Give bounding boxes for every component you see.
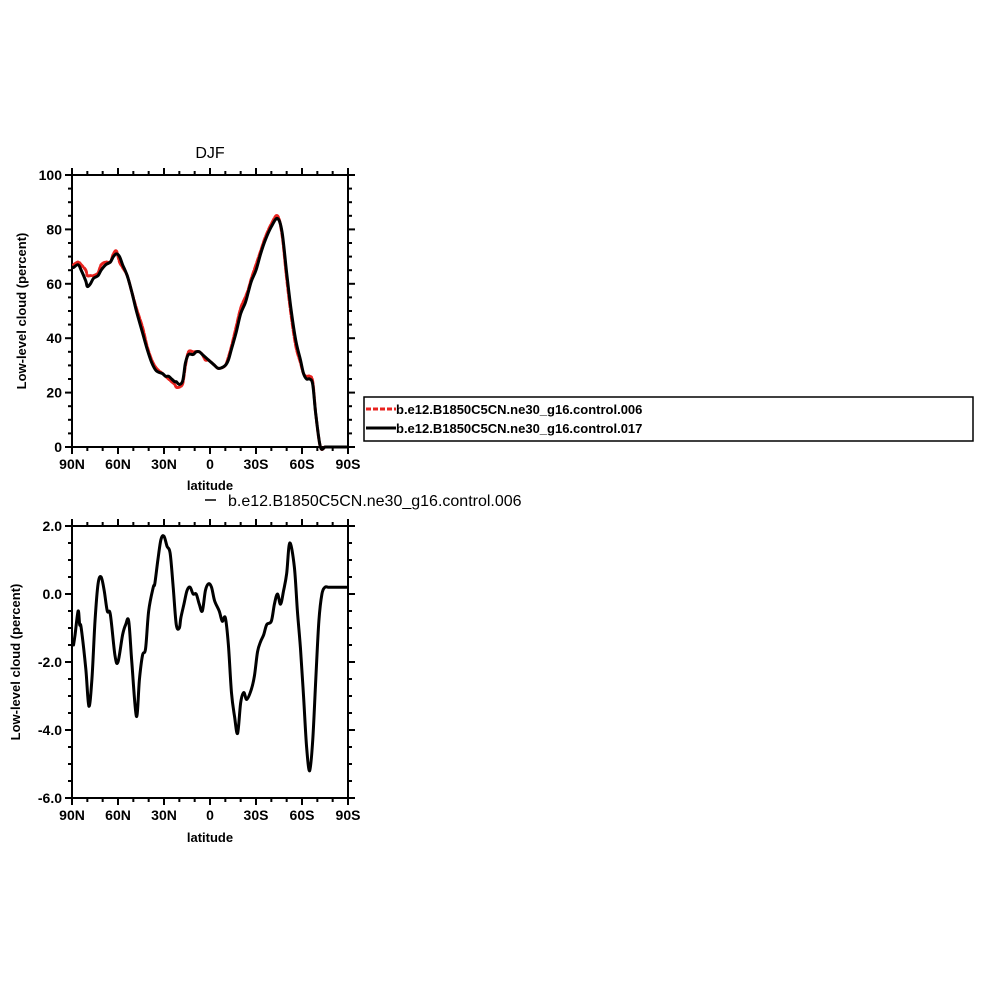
top-plot-y-tick-label: 100 bbox=[39, 167, 63, 183]
legend-box bbox=[363, 396, 974, 442]
bottom-plot-title: b.e12.B1850C5CN.ne30_g16.control.006 bbox=[228, 493, 522, 510]
top-plot-x-tick-label: 30S bbox=[244, 456, 269, 472]
top-plot-x-tick-label: 0 bbox=[206, 456, 214, 472]
top-plot-xlabel: latitude bbox=[187, 478, 233, 493]
bottom-plot-x-tick-label: 30S bbox=[244, 807, 269, 823]
bottom-plot-y-tick-label: -4.0 bbox=[38, 722, 62, 738]
bottom-plot-ylabel: Low-level cloud (percent) bbox=[8, 584, 23, 741]
top-plot-title: DJF bbox=[195, 145, 225, 162]
top-plot-ticks: 90N 60N 30N 0 30S 60S 90S 0 20 40 60 80 100 bbox=[39, 167, 361, 472]
top-plot-frame bbox=[71, 174, 349, 448]
top-plot-x-tick-label: 60N bbox=[105, 456, 131, 472]
legend-entry-006: b.e12.B1850C5CN.ne30_g16.control.006 bbox=[396, 402, 642, 417]
top-plot-x-tick-label: 90N bbox=[59, 456, 85, 472]
top-plot: DJF 90N 60N 30N 0 30S 60S 90S 0 20 40 60 80 100 lati… bbox=[14, 145, 360, 493]
bottom-plot: b.e12.B1850C5CN.ne30_g16.control.006 90N… bbox=[8, 493, 522, 845]
bottom-plot-x-tick-label: 60S bbox=[290, 807, 315, 823]
bottom-plot-y-tick-label: 0.0 bbox=[43, 586, 63, 602]
bottom-plot-series bbox=[72, 534, 348, 773]
top-plot-y-tick-label: 0 bbox=[54, 439, 62, 455]
top-plot-series bbox=[72, 213, 348, 451]
bottom-plot-x-tick-label: 60N bbox=[105, 807, 131, 823]
top-plot-x-tick-label: 90S bbox=[336, 456, 361, 472]
bottom-plot-y-tick-label: -6.0 bbox=[38, 790, 62, 806]
top-plot-series-line-1 bbox=[72, 216, 348, 451]
bottom-plot-x-tick-label: 30N bbox=[151, 807, 177, 823]
bottom-plot-y-tick-label: -2.0 bbox=[38, 654, 62, 670]
bottom-plot-series-line-0 bbox=[72, 534, 348, 773]
top-plot-y-tick-label: 60 bbox=[46, 276, 62, 292]
top-plot-series-line-0 bbox=[72, 213, 348, 451]
bottom-plot-x-tick-label: 0 bbox=[206, 807, 214, 823]
top-plot-y-tick-label: 40 bbox=[46, 330, 62, 346]
top-plot-ylabel: Low-level cloud (percent) bbox=[14, 233, 29, 390]
legend: b.e12.B1850C5CN.ne30_g16.control.006 b.e… bbox=[363, 396, 974, 442]
bottom-plot-ticks: 90N 60N 30N 0 30S 60S 90S -6.0 -4.0 -2.0 0.0 2.0 bbox=[38, 518, 361, 823]
top-plot-x-tick-label: 30N bbox=[151, 456, 177, 472]
top-plot-x-tick-label: 60S bbox=[290, 456, 315, 472]
legend-entry-017: b.e12.B1850C5CN.ne30_g16.control.017 bbox=[396, 421, 642, 436]
bottom-plot-xlabel: latitude bbox=[187, 830, 233, 845]
top-plot-y-tick-label: 80 bbox=[46, 221, 62, 237]
bottom-plot-y-tick-label: 2.0 bbox=[43, 518, 63, 534]
top-plot-y-tick-label: 20 bbox=[46, 385, 62, 401]
bottom-plot-x-tick-label: 90S bbox=[336, 807, 361, 823]
bottom-plot-x-tick-label: 90N bbox=[59, 807, 85, 823]
